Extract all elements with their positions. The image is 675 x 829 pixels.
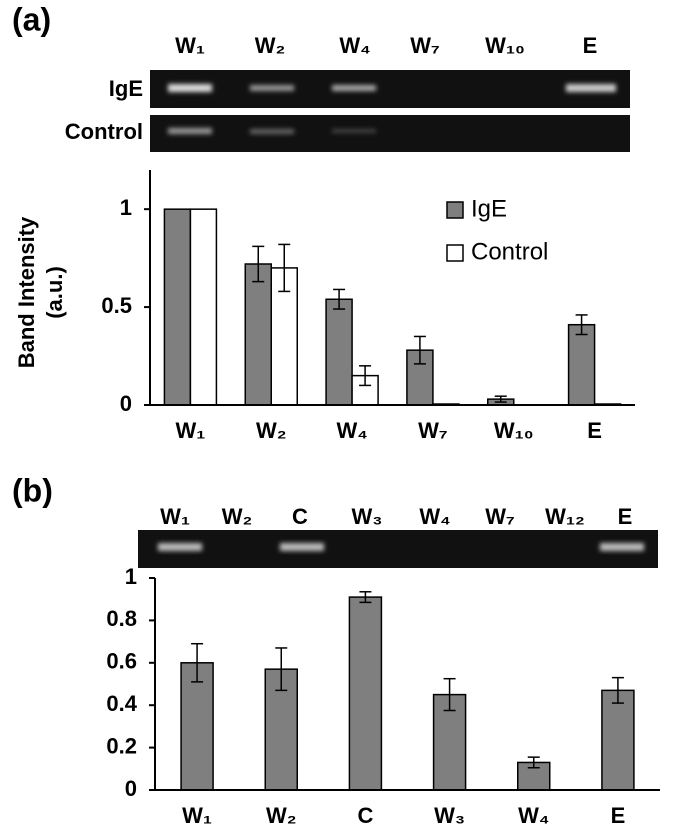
gel-lane-label: W₄ [419,504,450,529]
gel-lane-label: W₄ [339,33,370,58]
legend-label: Control [471,238,548,265]
y-tick-label: 0.4 [106,691,137,716]
x-tick-label: W₄ [518,803,549,828]
gel-lane-label: E [583,33,598,58]
y-tick-label: 1 [125,564,137,589]
x-tick-label: W₁₀ [494,418,534,443]
error-bar [191,642,204,683]
x-tick-label: W₄ [336,418,367,443]
error-bar [527,756,540,769]
legend-label: IgE [471,195,507,222]
gel-lane-label: W₃ [352,504,383,529]
panel-label: (a) [12,1,51,37]
bar [348,596,383,791]
gel-bands [158,543,644,551]
error-bar [278,243,291,293]
gel-lane-label: W₇ [485,504,515,529]
y-tick-label: 0.2 [106,733,137,758]
x-tick-label: C [357,803,373,828]
x-tick-label: W₇ [418,418,448,443]
x-tick-label: W₁ [182,803,212,828]
y-axis-label: Band Intensity [14,216,39,368]
y-tick-label: 1 [120,195,132,220]
x-tick-label: W₂ [266,803,297,828]
gel-lane-label: W₁ [175,33,205,58]
y-tick-label: 0 [125,776,137,801]
x-tick-label: W₃ [434,803,465,828]
error-bar [252,245,265,283]
gel-lane-row [150,70,630,108]
gel-lane-label: W₁₀ [485,33,525,58]
error-bar [359,365,372,387]
gel-lane-row [150,115,630,152]
error-bar [611,676,624,704]
x-tick-label: W₂ [256,418,287,443]
legend-swatch [446,244,464,262]
gel-lane-label: W₁ [160,504,190,529]
error-bar [333,288,346,310]
panel-label: (b) [12,472,53,508]
legend-swatch [446,201,464,219]
gel-lane-label: W₇ [410,33,440,58]
y-tick-label: 0.6 [106,649,137,674]
y-tick-label: 0.8 [106,606,137,631]
bar [189,208,218,406]
error-bar [494,395,507,403]
bar [163,208,192,406]
error-bar [575,314,588,336]
bar [325,298,353,406]
gel-lane-label: W₁₂ [545,504,585,529]
x-tick-label: W₁ [175,418,205,443]
gel-lane-row [138,530,658,568]
gel-bands [168,84,616,134]
gel-lane-label: W₂ [222,504,253,529]
gel-row-label: IgE [109,76,143,101]
bar [567,323,596,406]
x-tick-label: E [611,803,626,828]
y-axis-label: (a.u.) [42,266,67,319]
gel-lane-label: W₂ [255,33,286,58]
x-tick-label: E [587,418,602,443]
error-bar [359,591,372,604]
error-bar [443,677,456,712]
error-bar [413,335,426,365]
y-tick-label: 0.5 [101,293,132,318]
bar [601,689,635,791]
y-tick-label: 0 [120,391,132,416]
bar [244,263,272,406]
gel-lane-label: C [292,504,308,529]
gel-lane-label: E [618,504,633,529]
gel-row-label: Control [65,119,143,144]
error-bar [275,647,288,692]
